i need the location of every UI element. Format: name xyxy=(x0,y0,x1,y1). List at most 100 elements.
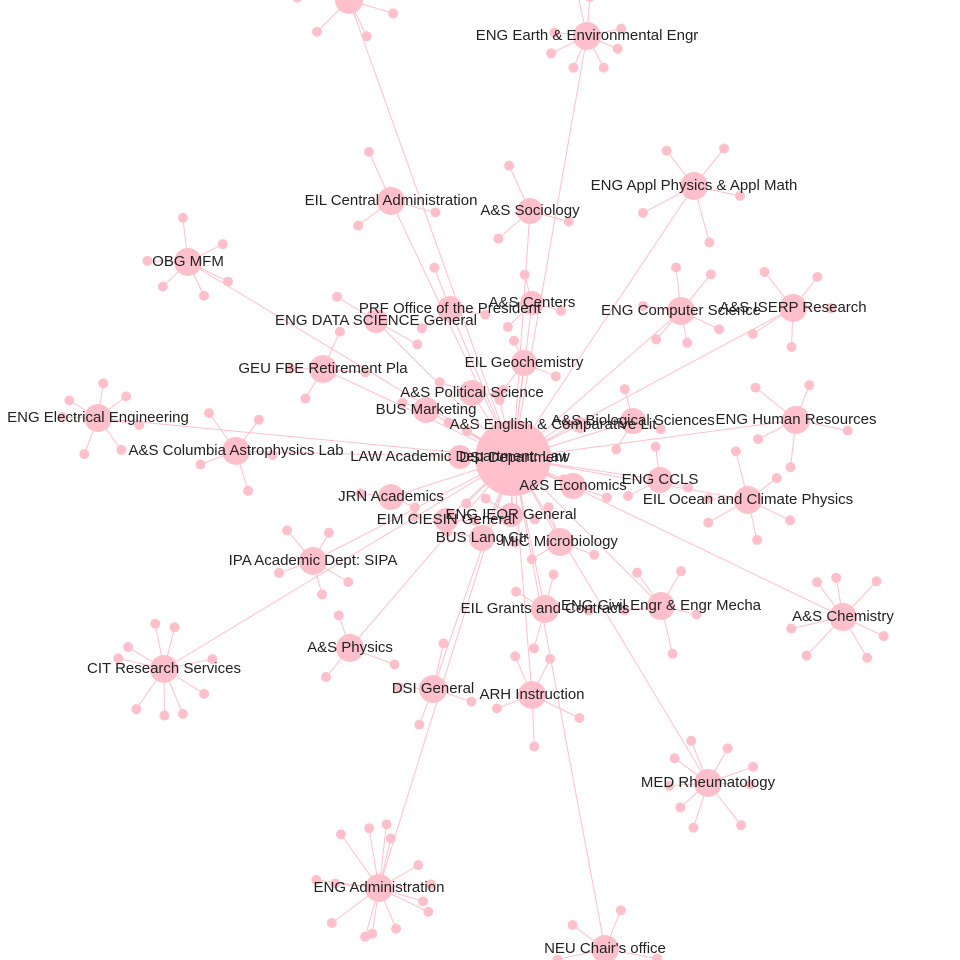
leaf-node xyxy=(131,704,142,715)
node xyxy=(437,296,463,322)
leaf-node xyxy=(878,631,889,642)
leaf-node xyxy=(494,395,505,406)
node xyxy=(469,525,495,551)
leaf-node xyxy=(688,822,699,833)
leaf-node xyxy=(317,589,328,600)
leaf-node xyxy=(623,490,634,501)
node-label: ENG Appl Physics & Appl Math xyxy=(591,177,798,194)
leaf-node xyxy=(703,517,714,528)
leaf-node xyxy=(753,434,764,445)
node-label: ENG Electrical Engineering xyxy=(7,409,189,426)
leaf-node xyxy=(747,329,758,340)
leaf-node xyxy=(543,502,554,513)
node-label: EIL Central Administration xyxy=(305,192,478,209)
leaf-node xyxy=(632,567,643,578)
node xyxy=(378,484,404,510)
leaf-node xyxy=(381,819,392,830)
node-label: ENG CCLS xyxy=(622,471,699,488)
leaf-node xyxy=(786,342,797,353)
leaf-node xyxy=(430,207,441,218)
node xyxy=(150,655,178,683)
leaf-node xyxy=(292,0,302,3)
leaf-node xyxy=(442,526,453,537)
leaf-node xyxy=(831,572,842,583)
node-label: A&S ISERP Research xyxy=(719,299,866,316)
leaf-node xyxy=(64,395,75,406)
node-label: A&S Physics xyxy=(307,639,393,656)
leaf-node xyxy=(426,879,437,890)
leaf-node xyxy=(469,515,480,526)
leaf-node xyxy=(159,710,170,721)
leaf-node xyxy=(745,779,756,790)
edge xyxy=(512,457,533,696)
node-label: ENG Human Resources xyxy=(716,411,877,428)
leaf-node xyxy=(413,860,424,871)
node-label: EIL Grants and Contracts xyxy=(461,600,630,617)
node-label: CIT Research Services xyxy=(87,660,241,677)
leaf-node xyxy=(552,954,563,960)
nodes xyxy=(57,0,889,960)
leaf-node xyxy=(812,577,823,588)
leaf-node xyxy=(616,23,627,34)
node xyxy=(779,294,807,322)
node-label: A&S Economics xyxy=(519,477,627,494)
leaf-node xyxy=(528,643,539,654)
leaf-node xyxy=(682,337,693,348)
node-label: A&S Centers xyxy=(489,294,576,311)
node xyxy=(377,187,405,215)
leaf-node xyxy=(714,324,725,335)
node xyxy=(459,380,485,406)
node xyxy=(520,291,544,315)
leaf-node xyxy=(443,417,454,428)
leaf-node xyxy=(416,323,427,334)
node-label: LAW Academic Department: Law xyxy=(350,448,570,465)
leaf-node xyxy=(730,446,741,457)
leaf-node xyxy=(311,874,322,885)
leaf-node xyxy=(360,931,371,942)
leaf-node xyxy=(198,290,209,301)
leaf-node xyxy=(142,255,153,266)
leaf-node xyxy=(683,482,694,493)
leaf-node xyxy=(529,514,540,525)
leaf-node xyxy=(598,62,609,73)
edge xyxy=(512,35,588,459)
node xyxy=(448,445,472,469)
leaf-node xyxy=(637,207,648,218)
leaf-node xyxy=(691,609,702,620)
node xyxy=(84,404,112,432)
node-label: ENG Earth & Environmental Engr xyxy=(476,27,699,44)
leaf-node xyxy=(418,896,429,907)
leaf-node xyxy=(150,618,161,629)
leaf-node xyxy=(330,878,341,889)
leaf-node xyxy=(195,459,206,470)
leaf-node xyxy=(397,397,408,408)
leaf-node xyxy=(548,569,559,580)
node-label: ENG Civil Engr & Engr Mecha xyxy=(561,597,762,614)
node-label: IPA Academic Dept: SIPA xyxy=(229,552,398,569)
node xyxy=(591,935,619,960)
leaf-node xyxy=(675,802,686,813)
leaf-node xyxy=(389,659,400,670)
node-label: ENG IEOR General xyxy=(446,506,577,523)
leaf-node xyxy=(655,424,666,435)
node-label: ENG Computer Science xyxy=(601,302,761,319)
leaf-node xyxy=(409,511,420,522)
leaf-node xyxy=(529,741,540,752)
node xyxy=(419,675,447,703)
leaf-node xyxy=(651,334,662,345)
leaf-node xyxy=(619,384,630,395)
leaf-node xyxy=(812,271,823,282)
leaf-node xyxy=(801,650,812,661)
leaf-node xyxy=(335,829,346,840)
leaf-node xyxy=(123,642,134,653)
leaf-node xyxy=(311,26,322,37)
node xyxy=(647,467,673,493)
node xyxy=(499,503,523,527)
edge xyxy=(512,307,794,459)
leaf-node xyxy=(423,906,434,917)
node-label: BUS Marketing xyxy=(376,401,477,418)
leaf-node xyxy=(519,269,530,280)
leaf-node xyxy=(549,27,560,38)
leaf-node xyxy=(676,566,687,577)
